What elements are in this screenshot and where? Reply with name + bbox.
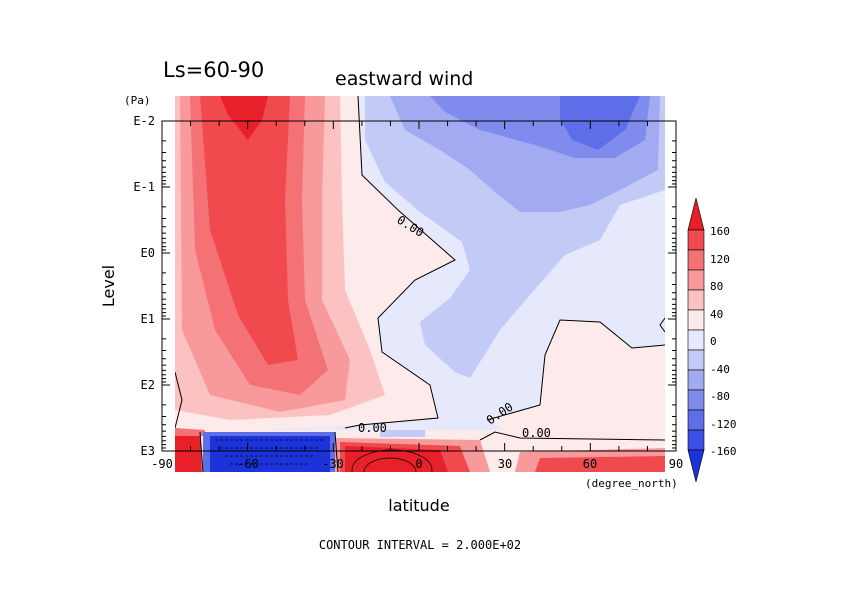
colorbar-box	[687, 409, 705, 431]
colorbar-box	[687, 329, 705, 351]
y-axis-label: Level	[99, 265, 118, 307]
colorbar-box	[687, 269, 705, 291]
colorbar-label: -160	[710, 445, 737, 458]
zero-contour-4	[199, 431, 204, 472]
colorbar-box	[687, 289, 705, 311]
y-unit-label: (Pa)	[124, 94, 151, 107]
zero-contour-3	[175, 371, 183, 429]
zero-contour-2	[486, 319, 665, 421]
zero-contour-5	[334, 431, 339, 472]
x-tick-label: -60	[237, 457, 259, 471]
y-tick-label: E0	[141, 246, 155, 260]
y-tick-labels: E-2 E-1 E0 E1 E2 E3	[133, 114, 155, 458]
y-tick-label: E2	[141, 378, 155, 392]
y-tick-label: E3	[141, 444, 155, 458]
colorbar-label: -80	[710, 390, 730, 403]
colorbar-label: 120	[710, 253, 730, 266]
colorbar-box	[687, 229, 705, 251]
contour-interval-note: CONTOUR INTERVAL = 2.000E+02	[319, 538, 521, 552]
x-tick-label: -90	[151, 457, 173, 471]
contour-label-4: 0.00	[522, 426, 551, 440]
chart-title: eastward wind	[335, 68, 473, 90]
contour-field	[175, 96, 665, 472]
x-tick-label: 30	[498, 457, 512, 471]
zero-contour-6	[479, 431, 665, 441]
field-neg-4	[560, 96, 640, 150]
positive-contours	[351, 449, 433, 472]
axis-ticks	[161, 120, 677, 452]
colorbar-arrow-bottom	[687, 449, 705, 483]
field-bottom-left-red-edge	[175, 428, 205, 436]
x-tick-label: 90	[669, 457, 683, 471]
field-bottom-blue-small	[380, 430, 425, 437]
y-tick-label: E-2	[133, 114, 155, 128]
field-pos-5	[220, 96, 268, 140]
y-tick-label: E-1	[133, 180, 155, 194]
x-tick-label: -30	[322, 457, 344, 471]
colorbar	[687, 197, 705, 483]
colorbar-box	[687, 349, 705, 371]
field-bottom-red-east-2	[535, 456, 665, 472]
negative-contours	[215, 439, 325, 465]
colorbar-label: 40	[710, 308, 723, 321]
x-unit-label: (degree_north)	[585, 477, 678, 490]
contour-label-2: 0.00	[358, 421, 387, 435]
colorbar-box	[687, 429, 705, 451]
colorbar-label: 160	[710, 225, 730, 238]
colorbar-box	[687, 309, 705, 331]
colorbar-label: -120	[710, 418, 737, 431]
x-tick-label: 0	[415, 457, 422, 471]
colorbar-box	[687, 389, 705, 411]
field-pos-4	[200, 96, 298, 365]
x-tick-label: 60	[583, 457, 597, 471]
colorbar-box	[687, 369, 705, 391]
chart-subtitle: Ls=60-90	[163, 58, 264, 82]
zero-contour-1	[344, 96, 456, 429]
x-axis-label: latitude	[388, 496, 449, 515]
colorbar-label: -40	[710, 363, 730, 376]
colorbar-arrow-top	[687, 197, 705, 231]
colorbar-labels: 160 120 80 40 0 -40 -80 -120 -160	[710, 225, 737, 458]
zero-contours	[175, 96, 665, 472]
colorbar-label: 80	[710, 280, 723, 293]
colorbar-label: 0	[710, 335, 717, 348]
zero-contour-7	[659, 317, 665, 333]
field-pos-0b	[487, 320, 665, 440]
colorbar-box	[687, 249, 705, 271]
x-tick-labels: -90 -60 -30 0 30 60 90	[151, 457, 683, 471]
y-tick-label: E1	[141, 312, 155, 326]
field-bottom-red-3	[345, 446, 448, 472]
field-bottom-blue-2	[210, 436, 330, 472]
field-bottom-left-red	[175, 432, 202, 472]
